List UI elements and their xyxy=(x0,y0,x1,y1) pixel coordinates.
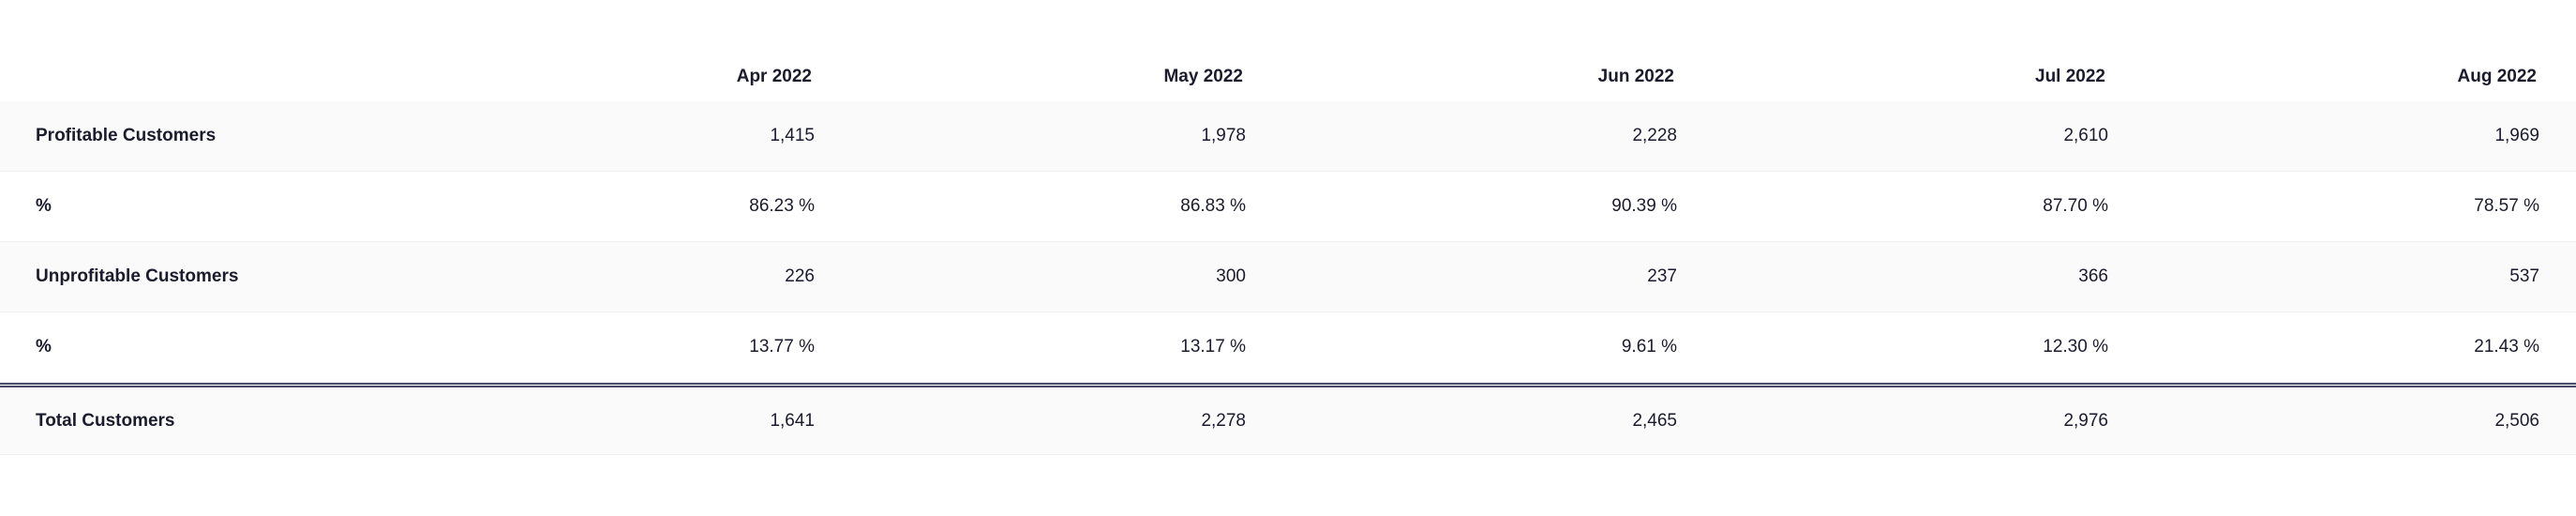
table-cell: 86.23 % xyxy=(749,196,815,216)
table-row: Unprofitable Customers 226 300 237 366 5… xyxy=(0,242,2576,312)
total-cell: 2,976 xyxy=(2063,410,2108,431)
customer-profitability-table: Apr 2022 May 2022 Jun 2022 Jul 2022 Aug … xyxy=(0,53,2576,455)
table-cell: 366 xyxy=(2078,266,2108,286)
table-cell: 13.77 % xyxy=(749,337,815,357)
row-label: % xyxy=(36,337,52,357)
table-cell: 2,228 xyxy=(1632,126,1677,145)
table-cell: 1,978 xyxy=(1201,126,1246,145)
column-header: Jun 2022 xyxy=(1597,67,1674,86)
total-cell: 2,465 xyxy=(1632,410,1677,431)
table-row: Profitable Customers 1,415 1,978 2,228 2… xyxy=(0,101,2576,172)
table-cell: 226 xyxy=(785,266,815,286)
table-cell: 237 xyxy=(1647,266,1677,286)
table-cell: 537 xyxy=(2509,266,2539,286)
total-cell: 1,641 xyxy=(770,410,815,431)
table-cell: 86.83 % xyxy=(1180,196,1246,216)
column-header: May 2022 xyxy=(1163,67,1243,86)
total-row: Total Customers 1,641 2,278 2,465 2,976 … xyxy=(0,383,2576,455)
table-row: % 86.23 % 86.83 % 90.39 % 87.70 % 78.57 … xyxy=(0,172,2576,242)
table-row: % 13.77 % 13.17 % 9.61 % 12.30 % 21.43 % xyxy=(0,312,2576,383)
column-header: Apr 2022 xyxy=(736,67,812,86)
total-label: Total Customers xyxy=(36,410,175,431)
table-cell: 1,415 xyxy=(770,126,815,145)
table-cell: 12.30 % xyxy=(2043,337,2108,357)
table-cell: 9.61 % xyxy=(1621,337,1677,357)
table-cell: 21.43 % xyxy=(2474,337,2539,357)
table-cell: 90.39 % xyxy=(1611,196,1677,216)
total-cell: 2,506 xyxy=(2494,410,2539,431)
total-cell: 2,278 xyxy=(1201,410,1246,431)
table-cell: 78.57 % xyxy=(2474,196,2539,216)
table-header: Apr 2022 May 2022 Jun 2022 Jul 2022 Aug … xyxy=(0,53,2576,101)
row-label: Profitable Customers xyxy=(36,126,217,145)
table-cell: 1,969 xyxy=(2494,126,2539,145)
column-header: Aug 2022 xyxy=(2457,67,2537,86)
column-header: Jul 2022 xyxy=(2035,67,2105,86)
table-cell: 87.70 % xyxy=(2043,196,2108,216)
table-cell: 13.17 % xyxy=(1180,337,1246,357)
row-label: % xyxy=(36,196,52,216)
table-cell: 300 xyxy=(1216,266,1246,286)
row-label: Unprofitable Customers xyxy=(36,266,239,286)
table-cell: 2,610 xyxy=(2063,126,2108,145)
